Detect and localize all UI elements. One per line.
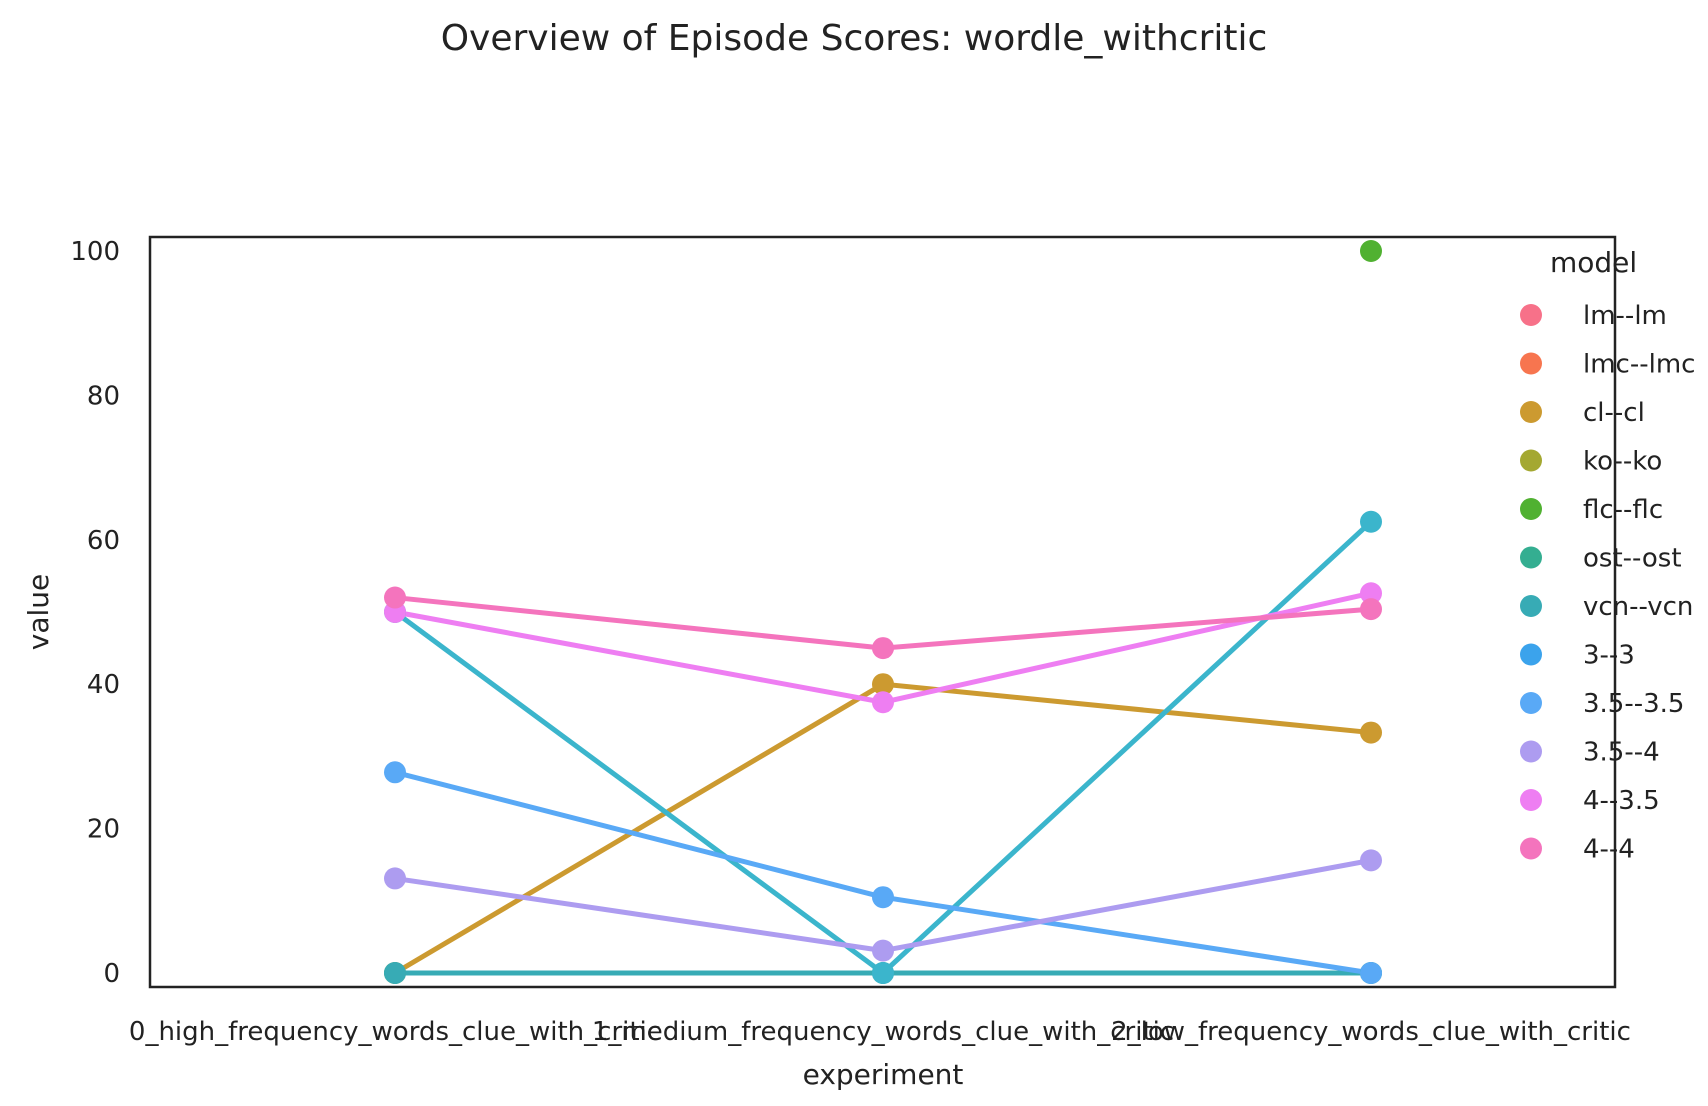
series-point-4--3.5 [872,691,894,714]
plot-frame [148,235,1617,989]
y-axis-ticks: 0 20 40 60 80 100 [70,237,120,989]
x-tick-label: 0_high_frequency_words_clue_with_critic [129,1017,661,1047]
series-point-3.5--3.5 [1360,962,1382,984]
x-axis-ticks: 0_high_frequency_words_clue_with_critic1… [129,1017,1631,1047]
y-tick-label: 100 [70,237,120,267]
y-tick-label: 20 [87,815,120,845]
legend-marker [1520,692,1542,714]
series-point-3--3 [872,962,894,984]
legend-marker [1520,449,1542,472]
legend-title: model [1550,246,1637,279]
legend-entry-label: 3--3 [1583,641,1635,671]
series-point-4--4 [872,637,894,660]
legend-marker [1520,595,1542,617]
y-tick-label: 60 [87,526,120,556]
legend: model lm--lm lmc--lmc cl--cl ko--ko flc--flc… [1520,246,1695,865]
y-axis-label: value [22,574,55,650]
legend-entry-label: ost--ost [1583,544,1682,574]
legend-entry-label: lmc--lmc [1583,350,1695,380]
legend-marker [1520,837,1542,860]
series-point-3.5--3.5 [384,761,406,784]
x-tick-label: 1_medium_frequency_words_clue_with_criti… [592,1017,1174,1047]
y-tick-label: 0 [103,959,120,989]
series-point-4--4 [1360,598,1382,621]
series-point-cl--cl [872,673,894,696]
legend-entry-label: 3.5--4 [1583,738,1660,768]
x-axis-label: experiment [803,1058,964,1091]
y-tick-label: 80 [87,381,120,411]
legend-marker [1520,546,1542,569]
series-point-3.5--4 [1360,849,1382,872]
legend-entry-label: ko--ko [1583,447,1662,477]
legend-entry-label: 4--4 [1583,835,1635,865]
series-point-vcn--vcn [384,962,406,984]
legend-marker [1520,740,1542,763]
series-point-4--4 [384,586,406,609]
series-point-4--3.5 [1360,582,1382,605]
legend-marker [1520,304,1542,326]
x-tick-label: 2_low_frequency_words_clue_with_critic [1111,1017,1631,1047]
legend-entry-label: 3.5--3.5 [1583,689,1684,719]
legend-marker [1520,352,1542,375]
legend-entry-label: cl--cl [1583,398,1645,428]
legend-marker [1520,789,1542,811]
legend-marker [1520,401,1542,423]
series-point-3.5--4 [872,939,894,962]
series-point-3.5--4 [384,867,406,890]
series-line-cl--cl [392,681,1374,976]
y-tick-label: 40 [87,670,120,700]
legend-marker [1520,643,1542,666]
series-point-cl--cl [1360,721,1382,744]
legend-entry-label: flc--flc [1583,495,1663,525]
chart-title: Overview of Episode Scores: wordle_withc… [441,18,1268,59]
legend-entry-label: 4--3.5 [1583,786,1660,816]
series-points [384,240,1382,984]
series-point-flc--flc [1360,240,1382,262]
legend-entry-label: vcn--vcn [1583,592,1693,622]
legend-entry-label: lm--lm [1583,301,1667,331]
series-point-3--3 [1360,510,1382,533]
legend-marker [1520,498,1542,520]
series-point-3.5--3.5 [872,886,894,909]
